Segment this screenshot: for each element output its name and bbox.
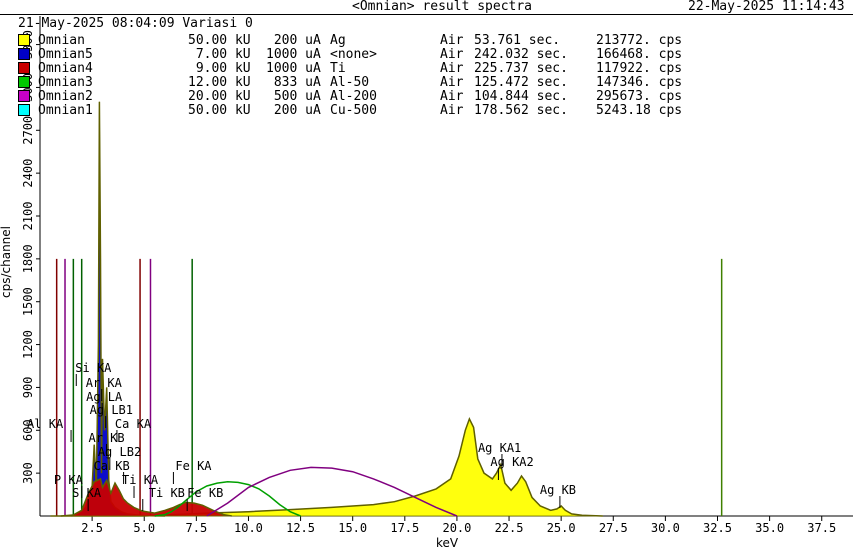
y-tick-label: 1800 [21, 244, 35, 273]
x-tick-label: 15.0 [338, 521, 367, 535]
legend-swatch [18, 62, 30, 74]
peak-label: Ar KA [86, 376, 123, 390]
x-tick-label: 10.0 [234, 521, 263, 535]
x-tick-label: 25.0 [547, 521, 576, 535]
legend-swatch [18, 104, 30, 116]
legend-medium: Air [440, 34, 463, 47]
peak-label: Ar KB [88, 431, 124, 445]
peak-label: Fe KA [175, 459, 212, 473]
peak-label: S KA [72, 486, 102, 500]
legend-swatch [18, 76, 30, 88]
legend-ua: 200 uA [266, 34, 321, 47]
peak-label: Ca KA [115, 417, 152, 431]
legend-time: 225.737 sec. [474, 62, 568, 75]
legend-filter: Al-50 [330, 76, 369, 89]
peak-label: P KA [54, 473, 84, 487]
legend-rate: 147346. cps [596, 76, 682, 89]
legend-medium: Air [440, 48, 463, 61]
legend-kv: 7.00 kU [188, 48, 251, 61]
peak-label: Ca KB [94, 459, 130, 473]
legend-time: 178.562 sec. [474, 104, 568, 117]
x-tick-label: 37.5 [807, 521, 836, 535]
legend-kv: 50.00 kU [188, 34, 251, 47]
legend-filter: Ag [330, 34, 346, 47]
legend-name: Omnian [38, 34, 85, 47]
x-tick-label: 30.0 [651, 521, 680, 535]
x-axis-label: keV [436, 536, 458, 550]
y-tick-label: 2100 [21, 202, 35, 231]
legend-ua: 500 uA [266, 90, 321, 103]
peak-label: Al KA [27, 417, 64, 431]
legend-kv: 9.00 kU [188, 62, 251, 75]
x-tick-label: 35.0 [755, 521, 784, 535]
legend-rate: 213772. cps [596, 34, 682, 47]
y-tick-label: 300 [21, 462, 35, 484]
x-tick-label: 5.0 [133, 521, 155, 535]
legend-entry: Omnian5 7.00 kU 1000 uA <none> Air 242.032 s… [18, 48, 36, 61]
legend-ua: 1000 uA [266, 62, 321, 75]
y-axis-label: cps/channel [0, 226, 13, 298]
x-tick-label: 22.5 [495, 521, 524, 535]
peak-label: Ti KB [149, 486, 185, 500]
legend-rate: 117922. cps [596, 62, 682, 75]
y-tick-label: 1500 [21, 287, 35, 316]
y-tick-label: 1200 [21, 330, 35, 359]
peak-label: Si KA [75, 361, 112, 375]
peak-label: Ag LB2 [98, 445, 141, 459]
legend-entry: Omnian2 20.00 kU 500 uA Al-200 Air 104.844 s… [18, 90, 36, 103]
legend-kv: 20.00 kU [188, 90, 251, 103]
x-tick-label: 7.5 [186, 521, 208, 535]
x-tick-label: 27.5 [599, 521, 628, 535]
x-tick-label: 32.5 [703, 521, 732, 535]
legend-filter: Al-200 [330, 90, 377, 103]
legend-swatch [18, 48, 30, 60]
legend-filter: Ti [330, 62, 346, 75]
legend-entry: Omnian1 50.00 kU 200 uA Cu-500 Air 178.562 s… [18, 104, 36, 117]
legend-swatch [18, 90, 30, 102]
legend-ua: 1000 uA [266, 48, 321, 61]
peak-label: Ag KA1 [478, 441, 521, 455]
legend-swatch [18, 34, 30, 46]
legend-entry: Omnian4 9.00 kU 1000 uA Ti Air 225.737 sec. 1… [18, 62, 36, 75]
x-tick-label: 2.5 [81, 521, 103, 535]
peak-label: Ag KA2 [490, 455, 533, 469]
legend-medium: Air [440, 62, 463, 75]
legend-filter: <none> [330, 48, 377, 61]
legend-rate: 295673. cps [596, 90, 682, 103]
y-tick-label: 900 [21, 377, 35, 399]
legend-ua: 833 uA [266, 76, 321, 89]
legend-rate: 166468. cps [596, 48, 682, 61]
legend-entry: Omnian 50.00 kU 200 uA Ag Air 53.761 sec. 213… [18, 34, 36, 47]
legend-rate: 5243.18 cps [596, 104, 682, 117]
peak-label: Fe KB [187, 486, 223, 500]
legend-name: Omnian5 [38, 48, 93, 61]
legend-medium: Air [440, 76, 463, 89]
legend-entry: Omnian3 12.00 kU 833 uA Al-50 Air 125.472 se… [18, 76, 36, 89]
legend-name: Omnian4 [38, 62, 93, 75]
legend-time: 104.844 sec. [474, 90, 568, 103]
legend-kv: 50.00 kU [188, 104, 251, 117]
legend-filter: Cu-500 [330, 104, 377, 117]
legend-name: Omnian3 [38, 76, 93, 89]
x-tick-label: 12.5 [286, 521, 315, 535]
legend-medium: Air [440, 104, 463, 117]
legend-time: 125.472 sec. [474, 76, 568, 89]
legend-name: Omnian2 [38, 90, 93, 103]
legend-time: 242.032 sec. [474, 48, 568, 61]
legend-name: Omnian1 [38, 104, 93, 117]
legend-ua: 200 uA [266, 104, 321, 117]
peak-label: Ti KA [122, 473, 159, 487]
legend-time: 53.761 sec. [474, 34, 560, 47]
legend-kv: 12.00 kU [188, 76, 251, 89]
legend-medium: Air [440, 90, 463, 103]
y-tick-label: 2400 [21, 159, 35, 188]
peak-label: Ag LB1 [90, 403, 133, 417]
peak-label: Ag KB [540, 483, 576, 497]
y-tick-label: 2700 [21, 116, 35, 145]
peak-label: Ag LA [86, 390, 123, 404]
x-tick-label: 20.0 [442, 521, 471, 535]
x-tick-label: 17.5 [390, 521, 419, 535]
